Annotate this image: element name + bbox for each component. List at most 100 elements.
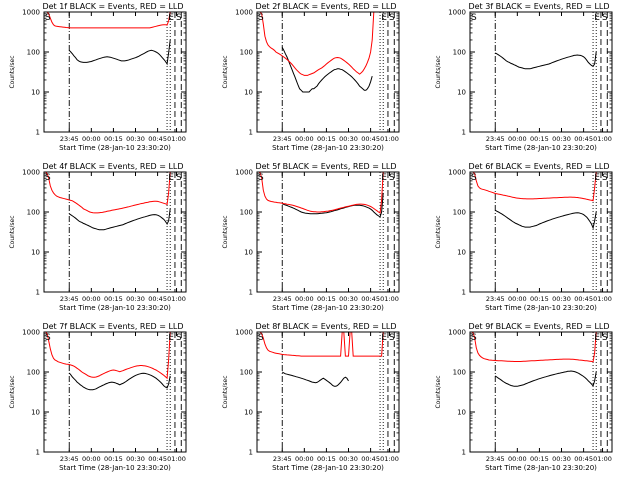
y-axis-label: Counts/sec <box>9 375 16 408</box>
x-axis-label: Start Time (28-Jan-10 23:30:20) <box>272 144 384 152</box>
marker-e: E <box>594 13 600 23</box>
y-tick-label: 10 <box>457 89 466 97</box>
plot-frame <box>256 11 400 133</box>
y-axis-label: Counts/sec <box>9 55 16 88</box>
x-tick-label: 00:30 <box>552 455 571 463</box>
marker-s-left: S <box>258 13 264 23</box>
series-line-lld <box>44 331 171 380</box>
x-tick-label: 01:00 <box>593 135 612 143</box>
marker-s-right: S <box>176 173 182 183</box>
x-axis-label: Start Time (28-Jan-10 23:30:20) <box>59 304 171 312</box>
marker-s-right: S <box>176 13 182 23</box>
y-tick-label: 1 <box>462 449 466 457</box>
y-tick-label: 1000 <box>22 169 40 177</box>
x-tick-label: 00:30 <box>552 135 571 143</box>
marker-e: E <box>168 333 174 343</box>
y-axis-label: Counts/sec <box>435 55 442 88</box>
panel-title: Det 6f BLACK = Events, RED = LLD <box>468 162 609 171</box>
x-tick-label: 00:15 <box>317 295 336 303</box>
x-tick-label: 00:15 <box>104 135 123 143</box>
y-tick-label: 100 <box>453 49 466 57</box>
y-tick-label: 1 <box>249 289 253 297</box>
marker-s-left: S <box>45 333 51 343</box>
y-tick-label: 100 <box>240 369 253 377</box>
y-tick-label: 1 <box>462 129 466 137</box>
y-tick-label: 1000 <box>448 329 466 337</box>
y-tick-label: 100 <box>27 369 40 377</box>
x-tick-label: 00:00 <box>82 135 101 143</box>
x-tick-label: 00:15 <box>104 455 123 463</box>
y-tick-label: 10 <box>244 409 253 417</box>
plot-frame <box>43 331 187 453</box>
x-tick-label: 23:45 <box>60 455 79 463</box>
x-tick-label: 00:00 <box>82 295 101 303</box>
panel-title: Det 7f BLACK = Events, RED = LLD <box>42 322 183 331</box>
y-tick-label: 1 <box>36 289 40 297</box>
y-tick-label: 10 <box>457 409 466 417</box>
marker-e: E <box>381 173 387 183</box>
x-tick-label: 00:00 <box>508 135 527 143</box>
x-tick-label: 00:45 <box>574 295 593 303</box>
marker-s-right: S <box>176 333 182 343</box>
series-line-events <box>494 370 597 387</box>
marker-s-right: S <box>602 13 608 23</box>
series-line-lld <box>44 11 171 29</box>
marker-e: E <box>594 173 600 183</box>
x-tick-label: 00:45 <box>148 295 167 303</box>
series-line-events <box>281 371 349 387</box>
y-tick-label: 1 <box>249 449 253 457</box>
x-tick-label: 23:45 <box>273 135 292 143</box>
x-tick-label: 23:45 <box>273 455 292 463</box>
marker-s-right: S <box>602 333 608 343</box>
y-tick-label: 1 <box>36 449 40 457</box>
panel-title: Det 9f BLACK = Events, RED = LLD <box>468 322 609 331</box>
marker-s-left: S <box>45 173 51 183</box>
marker-s-right: S <box>389 13 395 23</box>
x-tick-label: 00:00 <box>295 135 314 143</box>
y-tick-label: 1 <box>249 129 253 137</box>
plot-frame <box>43 11 187 133</box>
plot-frame <box>43 171 187 293</box>
y-tick-label: 1000 <box>235 329 253 337</box>
y-axis-label: Counts/sec <box>222 215 229 248</box>
y-tick-label: 1000 <box>22 9 40 17</box>
plot-frame <box>256 171 400 293</box>
marker-s-left: S <box>258 333 264 343</box>
x-tick-label: 01:00 <box>593 295 612 303</box>
y-tick-label: 100 <box>453 369 466 377</box>
x-tick-label: 23:45 <box>273 295 292 303</box>
x-tick-label: 00:30 <box>552 295 571 303</box>
marker-s-left: S <box>471 333 477 343</box>
marker-e: E <box>168 13 174 23</box>
y-axis-label: Counts/sec <box>222 375 229 408</box>
x-tick-label: 00:15 <box>104 295 123 303</box>
y-tick-label: 100 <box>27 49 40 57</box>
series-line-lld <box>257 171 384 214</box>
panel-title: Det 2f BLACK = Events, RED = LLD <box>255 2 396 11</box>
y-tick-label: 10 <box>244 89 253 97</box>
x-axis-label: Start Time (28-Jan-10 23:30:20) <box>485 144 597 152</box>
y-tick-label: 1 <box>36 129 40 137</box>
marker-e: E <box>594 333 600 343</box>
marker-e: E <box>381 13 387 23</box>
x-tick-label: 01:00 <box>167 295 186 303</box>
series-line-events <box>281 47 373 93</box>
x-tick-label: 00:45 <box>148 135 167 143</box>
x-axis-label: Start Time (28-Jan-10 23:30:20) <box>59 464 171 472</box>
marker-s-right: S <box>389 333 395 343</box>
y-tick-label: 1000 <box>448 169 466 177</box>
series-line-lld <box>44 171 171 214</box>
x-tick-label: 00:00 <box>508 455 527 463</box>
x-tick-label: 00:15 <box>317 455 336 463</box>
series-line-lld <box>257 11 375 76</box>
panel-det-7: Det 7f BLACK = Events, RED = LLD Counts/s… <box>9 322 187 472</box>
panel-title: Det 4f BLACK = Events, RED = LLD <box>42 162 183 171</box>
plot-frame <box>469 171 613 293</box>
panel-det-2: Det 2f BLACK = Events, RED = LLD Counts/s… <box>222 2 400 152</box>
y-tick-label: 1000 <box>235 9 253 17</box>
panel-title: Det 1f BLACK = Events, RED = LLD <box>42 2 183 11</box>
x-tick-label: 00:45 <box>148 455 167 463</box>
y-tick-label: 10 <box>31 249 40 257</box>
x-axis-label: Start Time (28-Jan-10 23:30:20) <box>485 464 597 472</box>
